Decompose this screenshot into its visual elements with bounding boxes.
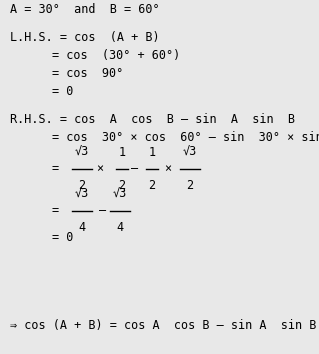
Text: 1: 1 (148, 146, 156, 159)
Text: ⇒ cos (A + B) = cos A  cos B – sin A  sin B: ⇒ cos (A + B) = cos A cos B – sin A sin … (10, 319, 316, 332)
Text: 2: 2 (148, 179, 156, 192)
Text: √3: √3 (183, 146, 197, 159)
Text: = 0: = 0 (52, 85, 73, 98)
Text: =: = (52, 162, 59, 176)
Text: = 0: = 0 (52, 231, 73, 244)
Text: = cos  90°: = cos 90° (52, 67, 123, 80)
Text: R.H.S. = cos  A  cos  B – sin  A  sin  B: R.H.S. = cos A cos B – sin A sin B (10, 113, 295, 126)
Text: A = 30°  and  B = 60°: A = 30° and B = 60° (10, 3, 160, 16)
Text: ×: × (96, 162, 104, 176)
Text: –: – (131, 162, 138, 176)
Text: 2: 2 (118, 179, 126, 192)
Text: –: – (100, 205, 107, 217)
Text: √3: √3 (113, 188, 127, 201)
Text: √3: √3 (75, 188, 89, 201)
Text: = cos  30° × cos  60° – sin  30° × sin  60°: = cos 30° × cos 60° – sin 30° × sin 60° (52, 131, 319, 144)
Text: 1: 1 (118, 146, 126, 159)
Text: 4: 4 (78, 221, 85, 234)
Text: √3: √3 (75, 146, 89, 159)
Text: 2: 2 (78, 179, 85, 192)
Text: 2: 2 (186, 179, 194, 192)
Text: L.H.S. = cos  (A + B): L.H.S. = cos (A + B) (10, 31, 160, 44)
Text: ×: × (164, 162, 172, 176)
Text: 4: 4 (116, 221, 123, 234)
Text: =: = (52, 205, 59, 217)
Text: = cos  (30° + 60°): = cos (30° + 60°) (52, 49, 180, 62)
